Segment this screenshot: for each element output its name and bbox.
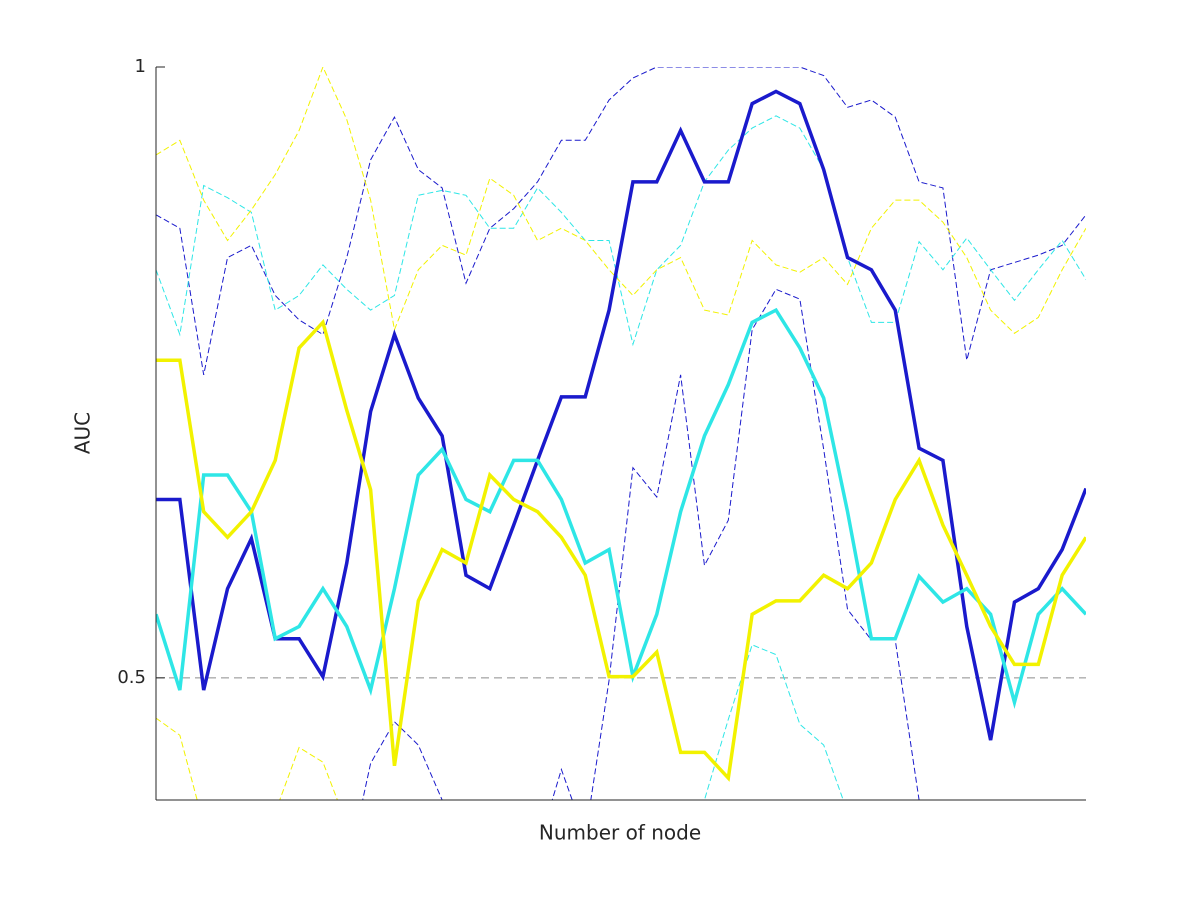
y-tick-label: 1 [135,56,146,77]
bound-line [156,717,338,800]
x-axis-label: Number of node [539,821,701,845]
bound-line [156,67,1086,375]
y-tick-label: 0.5 [117,667,146,688]
series-line [156,89,1086,741]
series-line [156,318,1086,782]
plot-area [156,67,1086,800]
y-axis-label: AUC [71,412,95,454]
bound-line [362,288,920,800]
series-line [156,307,1086,709]
bound-line [156,115,1086,347]
bound-line [156,67,1086,334]
bound-line [703,644,844,800]
